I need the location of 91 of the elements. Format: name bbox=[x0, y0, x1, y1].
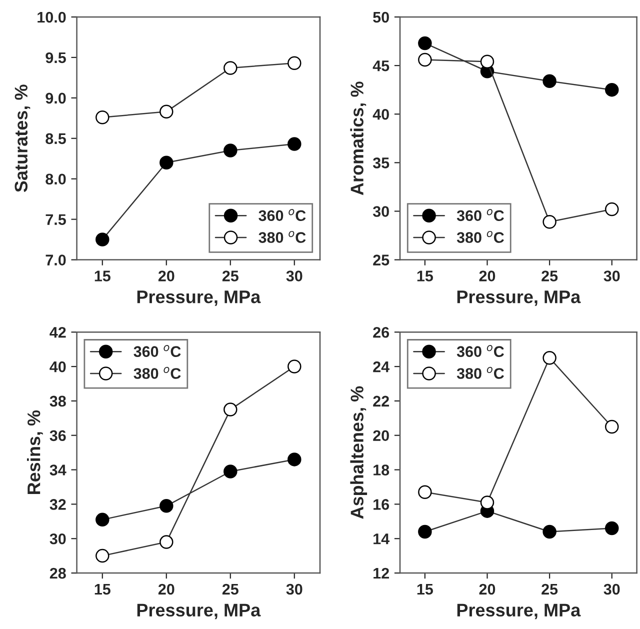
x-tick-label: 15 bbox=[94, 270, 110, 282]
y-tick-label: 7.0 bbox=[46, 254, 66, 266]
point bbox=[224, 61, 238, 75]
y-tick-label: 14 bbox=[374, 534, 390, 544]
point bbox=[605, 521, 619, 536]
point bbox=[542, 351, 556, 365]
y-tick-label: 34 bbox=[50, 464, 66, 476]
y-axis-title: Asphaltenes, % bbox=[350, 386, 368, 519]
point bbox=[160, 499, 174, 513]
legend-label: 380 $^{o}$C bbox=[258, 230, 306, 243]
point bbox=[542, 215, 556, 229]
y-tick-label: 38 bbox=[50, 396, 66, 407]
y-tick-label: 36 bbox=[50, 430, 66, 442]
y-tick-label: 7.5 bbox=[46, 214, 66, 225]
point bbox=[605, 82, 619, 97]
point bbox=[224, 144, 238, 158]
y-tick-label: 25 bbox=[373, 254, 390, 266]
x-tick-label: 30 bbox=[286, 584, 302, 595]
x-tick-label: 25 bbox=[222, 584, 238, 595]
point bbox=[288, 137, 302, 151]
legend-label: 380 $^{o}$C bbox=[456, 230, 504, 243]
x-tick-label: 25 bbox=[542, 584, 558, 595]
x-axis-title: Pressure, MPa bbox=[137, 604, 261, 620]
y-tick-label: 9.5 bbox=[46, 52, 66, 64]
legend-label: 360 $^{o}$C bbox=[456, 209, 504, 222]
y-axis-title: Saturates, % bbox=[14, 84, 30, 192]
y-tick-label: 8.0 bbox=[46, 174, 66, 185]
legend-label: 360 $^{o}$C bbox=[456, 345, 504, 358]
y-tick-label: 22 bbox=[373, 396, 389, 406]
point bbox=[96, 110, 110, 124]
x-tick-label: 20 bbox=[158, 584, 174, 595]
x-tick-label: 20 bbox=[479, 270, 496, 282]
y-axis-title: Resins, % bbox=[27, 410, 43, 494]
y-tick-label: 18 bbox=[374, 464, 390, 476]
y-tick-label: 30 bbox=[50, 533, 66, 544]
x-axis-title: Pressure, MPa bbox=[137, 290, 261, 306]
x-tick-label: 25 bbox=[222, 270, 238, 282]
y-tick-label: 40 bbox=[372, 108, 389, 120]
y-tick-label: 35 bbox=[372, 158, 390, 168]
x-tick-label: 15 bbox=[417, 270, 433, 282]
x-tick-label: 30 bbox=[604, 584, 620, 595]
legend-label: 380 $^{o}$C bbox=[134, 366, 181, 379]
y-axis-title: Aromatics, % bbox=[350, 82, 366, 196]
point bbox=[96, 232, 110, 246]
y-tick-label: 30 bbox=[372, 206, 389, 217]
y-tick-label: 40 bbox=[50, 361, 66, 372]
point bbox=[96, 548, 110, 563]
point bbox=[288, 452, 302, 466]
point bbox=[418, 485, 432, 500]
point bbox=[160, 156, 174, 170]
legend-label: 360 $^{o}$C bbox=[258, 209, 306, 222]
y-tick-label: 8.5 bbox=[46, 133, 66, 144]
y-tick-label: 24 bbox=[373, 361, 390, 372]
point bbox=[542, 74, 556, 88]
x-tick-label: 30 bbox=[604, 270, 620, 282]
point bbox=[605, 420, 619, 434]
point bbox=[542, 524, 556, 539]
point bbox=[96, 512, 110, 527]
y-tick-label: 16 bbox=[374, 499, 390, 510]
x-tick-label: 20 bbox=[479, 584, 496, 595]
y-tick-label: 32 bbox=[50, 499, 66, 510]
x-tick-label: 20 bbox=[158, 270, 174, 282]
x-tick-label: 15 bbox=[417, 584, 433, 595]
x-tick-label: 15 bbox=[94, 584, 110, 595]
y-tick-label: 26 bbox=[373, 326, 390, 338]
y-tick-label: 20 bbox=[373, 430, 389, 442]
point bbox=[605, 202, 619, 216]
y-tick-label: 50 bbox=[373, 12, 389, 23]
point bbox=[418, 36, 432, 50]
point bbox=[160, 535, 174, 549]
point bbox=[480, 496, 494, 510]
x-axis-title: Pressure, MPa bbox=[457, 290, 581, 306]
point bbox=[224, 464, 238, 478]
y-tick-label: 12 bbox=[374, 568, 389, 579]
y-tick-label: 28 bbox=[50, 568, 66, 579]
y-tick-label: 45 bbox=[372, 60, 390, 72]
y-tick-label: 10.0 bbox=[38, 12, 66, 23]
point bbox=[418, 52, 432, 67]
legend-label: 360 $^{o}$C bbox=[134, 345, 181, 358]
x-tick-label: 30 bbox=[286, 270, 302, 282]
y-tick-label: 42 bbox=[50, 326, 66, 338]
point bbox=[160, 104, 174, 119]
point bbox=[480, 54, 494, 69]
x-tick-label: 25 bbox=[542, 270, 558, 282]
x-axis-title: Pressure, MPa bbox=[457, 604, 581, 620]
point bbox=[224, 402, 238, 416]
y-tick-label: 9.0 bbox=[46, 92, 66, 104]
point bbox=[288, 56, 302, 70]
point bbox=[288, 360, 302, 374]
legend-label: 380 $^{o}$C bbox=[456, 366, 504, 379]
point bbox=[418, 524, 432, 539]
